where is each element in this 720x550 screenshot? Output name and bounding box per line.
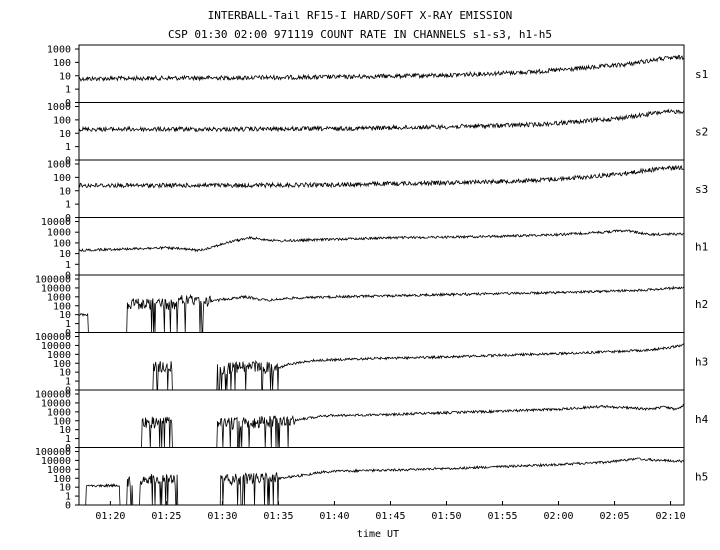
series-h2 — [78, 285, 685, 333]
y-tick-label: 100000 — [35, 447, 71, 458]
x-tick-label: 01:50 — [431, 511, 461, 522]
panel-label-h3: h3 — [695, 355, 708, 368]
y-tick-label: 10000 — [41, 456, 71, 467]
y-tick-label: 1 — [65, 200, 71, 211]
y-tick-label: 10 — [59, 249, 71, 260]
y-tick-label: 100 — [53, 173, 71, 184]
y-tick-label: 10 — [59, 71, 71, 82]
panel-label-h1: h1 — [695, 240, 708, 253]
series-s2 — [78, 108, 685, 133]
panel-frame — [78, 44, 685, 103]
y-tick-label: 10000 — [41, 341, 71, 352]
panel-label-h2: h2 — [695, 298, 708, 311]
x-axis-label: time UT — [357, 529, 399, 540]
panel-frame — [78, 447, 685, 506]
y-tick-label: 100000 — [35, 332, 71, 343]
y-tick-label: 10 — [59, 129, 71, 140]
y-tick-label: 1000 — [47, 292, 71, 303]
panel-label-h5: h5 — [695, 470, 708, 483]
x-tick-label: 02:00 — [543, 511, 573, 522]
y-tick-label: 1000 — [47, 407, 71, 418]
y-tick-label: 1000 — [47, 102, 71, 113]
series-h5 — [79, 457, 685, 506]
y-tick-label: 1000 — [47, 465, 71, 476]
y-tick-label: 0 — [65, 328, 71, 339]
y-tick-label: 100 — [53, 416, 71, 427]
x-tick-label: 01:30 — [207, 511, 237, 522]
y-tick-label: 0 — [65, 501, 71, 512]
x-axis: 01:20 01:25 01:30 01:35 01:40 01:45 01:50 01:55… — [95, 501, 686, 522]
panel-frame — [78, 159, 685, 218]
x-tick-label: 01:20 — [95, 511, 125, 522]
y-tick-label: 100 — [53, 474, 71, 485]
x-tick-label: 01:25 — [151, 511, 181, 522]
x-tick-label: 02:10 — [656, 511, 686, 522]
y-tick-label: 10000 — [41, 283, 71, 294]
y-tick-label: 1000 — [47, 160, 71, 171]
panel-label-s3: s3 — [695, 183, 708, 196]
y-tick-label: 1 — [65, 142, 71, 153]
panels-layer: 10001001010s110001001010s210001001010s31… — [35, 44, 709, 512]
x-tick-label: 02:05 — [599, 511, 629, 522]
y-tick-label: 10000 — [41, 398, 71, 409]
y-tick-label: 100 — [53, 115, 71, 126]
x-tick-label: 01:35 — [263, 511, 293, 522]
series-s3 — [78, 164, 685, 189]
y-tick-label: 1000 — [47, 350, 71, 361]
series-h4 — [79, 403, 685, 448]
x-tick-label: 01:55 — [487, 511, 517, 522]
y-tick-label: 100 — [53, 238, 71, 249]
series-h1 — [78, 229, 685, 253]
panel-frame — [78, 217, 685, 276]
y-tick-label: 1 — [65, 85, 71, 96]
y-tick-label: 10 — [59, 186, 71, 197]
y-tick-label: 100 — [53, 301, 71, 312]
panel-label-h4: h4 — [695, 413, 709, 426]
panel-frame — [78, 332, 685, 391]
chart-title: INTERBALL-Tail RF15-I HARD/SOFT X-RAY EM… — [207, 9, 513, 22]
y-tick-label: 0 — [65, 443, 71, 454]
y-tick-label: 1 — [65, 492, 71, 503]
y-tick-label: 100000 — [35, 390, 71, 401]
series-s1 — [78, 54, 685, 82]
y-tick-label: 0 — [65, 213, 71, 224]
x-tick-label: 01:40 — [319, 511, 349, 522]
y-tick-label: 1 — [65, 319, 71, 330]
y-tick-label: 100 — [53, 58, 71, 69]
y-tick-label: 0 — [65, 98, 71, 109]
panel-frame — [78, 102, 685, 161]
y-tick-label: 10 — [59, 483, 71, 494]
y-tick-label: 10 — [59, 310, 71, 321]
y-tick-label: 1 — [65, 434, 71, 445]
y-tick-label: 100000 — [35, 275, 71, 286]
y-tick-label: 100 — [53, 359, 71, 370]
y-tick-label: 1000 — [47, 228, 71, 239]
x-tick-label: 01:45 — [375, 511, 405, 522]
y-tick-label: 0 — [65, 271, 71, 282]
y-tick-label: 1 — [65, 260, 71, 271]
panel-label-s1: s1 — [695, 68, 708, 81]
y-tick-label: 10 — [59, 368, 71, 379]
y-tick-label: 10 — [59, 425, 71, 436]
y-tick-label: 0 — [65, 156, 71, 167]
y-tick-label: 10000 — [41, 217, 71, 228]
y-tick-label: 1000 — [47, 45, 71, 56]
y-tick-label: 1 — [65, 377, 71, 388]
series-h3 — [79, 343, 685, 391]
panel-label-s2: s2 — [695, 125, 708, 138]
y-tick-label: 0 — [65, 386, 71, 397]
chart-subtitle: CSP 01:30 02:00 971119 COUNT RATE IN CHA… — [167, 28, 553, 41]
